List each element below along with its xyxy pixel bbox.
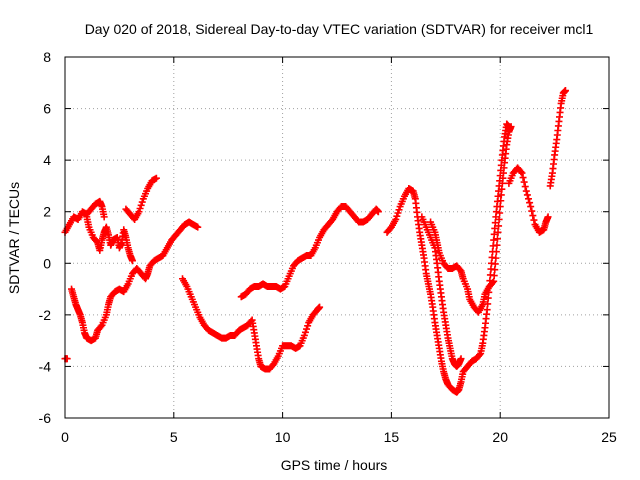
data-point-s10-4-3: [526, 199, 534, 207]
data-point-s10-10: [544, 213, 552, 221]
data-point-s6-32: [374, 208, 382, 216]
y-tick-label: 8: [43, 49, 51, 65]
data-point-s5-34: [316, 303, 324, 311]
x-tick-label: 5: [170, 429, 178, 445]
data-point-s10-5: [527, 203, 535, 211]
data-point-s7-2: [392, 215, 400, 223]
data-point-s5-30-2: [303, 325, 311, 333]
data-point-s4-3-1: [136, 204, 144, 212]
data-point-s10-3-3: [521, 183, 529, 191]
data-point-s4-3-2: [137, 201, 145, 209]
data-point-s3-18: [128, 257, 136, 265]
data-point-s5-30-3: [304, 322, 312, 330]
data-point-s9-18-2: [493, 241, 501, 249]
y-tick-label: -2: [39, 307, 52, 323]
data-point-s10-4: [522, 187, 530, 195]
plot-frame: [64, 56, 610, 419]
y-tick-label: -4: [39, 358, 52, 374]
data-points: [61, 87, 569, 396]
data-point-s10-5-3: [530, 216, 538, 224]
data-point-s10-5-2: [529, 212, 537, 220]
y-tick-label: -6: [39, 410, 52, 426]
data-point-s9-19-2: [495, 215, 503, 223]
y-tick-label: 6: [43, 101, 51, 117]
data-point-s7-2-3: [395, 206, 403, 214]
data-point-s7-30-3: [476, 351, 484, 359]
x-tick-label: 10: [275, 429, 291, 445]
data-point-s9-18-1: [492, 248, 500, 256]
data-point-s10-4-2: [524, 195, 532, 203]
data-point-s10-4-1: [523, 191, 531, 199]
x-tick-label: 15: [384, 429, 400, 445]
data-point-s0-10: [100, 213, 108, 221]
data-point-s10-5-1: [528, 207, 536, 215]
y-tick-label: 2: [43, 204, 51, 220]
data-point-s2-35: [194, 223, 202, 231]
data-point-s7-2-1: [393, 212, 401, 220]
data-point-s5-30: [300, 331, 308, 339]
data-point-s9-16-3: [489, 279, 497, 287]
y-axis-label: SDTVAR / TECUs: [6, 182, 22, 294]
data-point-s10-3-2: [520, 178, 528, 186]
data-point-s10-2-3: [517, 168, 525, 176]
data-point-s8-15: [457, 355, 465, 363]
data-point-s9-18-3: [493, 235, 501, 243]
x-tick-label: 20: [492, 429, 508, 445]
data-point-s5-30-1: [301, 328, 309, 336]
data-point-s4-3: [135, 208, 143, 216]
y-tick-label: 4: [43, 152, 51, 168]
data-point-s9-25: [507, 123, 515, 131]
x-tick-label: 25: [601, 429, 617, 445]
x-tick-label: 0: [61, 429, 69, 445]
y-tick-label: 0: [43, 255, 51, 271]
data-point-s2-10-3: [97, 322, 105, 330]
chart-title: Day 020 of 2018, Sidereal Day-to-day VTE…: [85, 21, 594, 37]
x-axis-label: GPS time / hours: [281, 457, 388, 473]
data-point-s10-3: [518, 169, 526, 177]
data-point-s9-18: [492, 254, 500, 262]
data-point-s9-19-1: [495, 222, 503, 230]
data-point-s10-3-1: [519, 174, 527, 182]
data-point-s4-3-3: [138, 198, 146, 206]
data-point-s7-2-2: [394, 209, 402, 217]
data-point-s9-19: [494, 228, 502, 236]
data-point-s4-7: [152, 174, 160, 182]
data-point-s9-19-3: [496, 209, 504, 217]
axis-ticks: 0 5 10 15 20 25 -6 -4 -2 0 2 4 6 8: [39, 49, 617, 445]
data-point-s11-7: [561, 87, 569, 95]
